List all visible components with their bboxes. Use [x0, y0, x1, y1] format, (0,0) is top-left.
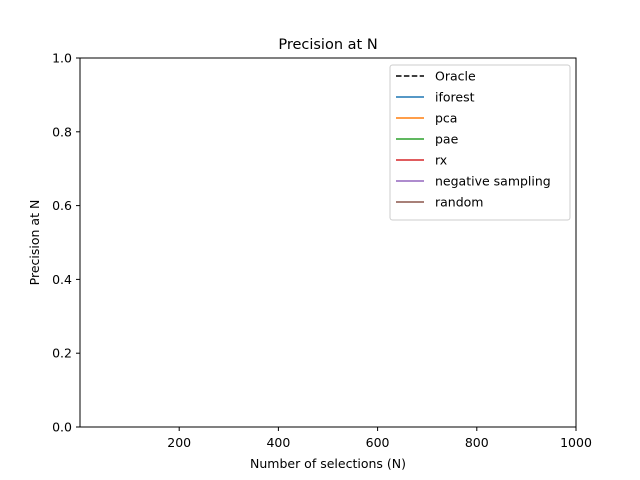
x-tick-label: 600	[366, 435, 390, 450]
chart-title: Precision at N	[278, 37, 377, 53]
y-tick-label: 0.6	[52, 198, 72, 213]
legend-label: rx	[435, 153, 447, 168]
legend: Oracle iforest pca pae rx negative sampling ra…	[389, 64, 571, 221]
y-axis-label: Precision at N	[27, 200, 42, 286]
x-tick-label: 400	[266, 435, 290, 450]
x-tick-label: 800	[465, 435, 489, 450]
y-axis-ticks: 0.0 0.2 0.4 0.6 0.8 1.0	[52, 51, 80, 435]
legend-label: negative sampling	[435, 174, 551, 189]
x-tick-label: 1000	[560, 435, 592, 450]
legend-label: pae	[435, 132, 459, 147]
y-tick-label: 0.0	[52, 420, 72, 435]
x-tick-label: 200	[167, 435, 191, 450]
legend-label: iforest	[435, 90, 475, 105]
y-tick-label: 0.8	[52, 124, 72, 139]
legend-box	[389, 64, 571, 221]
x-axis-label: Number of selections (N)	[250, 456, 406, 471]
legend-label: pca	[435, 111, 457, 126]
x-axis-ticks: 200 400 600 800 1000	[167, 427, 592, 450]
y-tick-label: 1.0	[52, 51, 72, 66]
y-tick-label: 0.2	[52, 346, 72, 361]
y-tick-label: 0.4	[52, 272, 72, 287]
legend-label: Oracle	[435, 69, 476, 84]
plot-area-frame	[79, 57, 577, 428]
legend-label: random	[435, 195, 483, 210]
